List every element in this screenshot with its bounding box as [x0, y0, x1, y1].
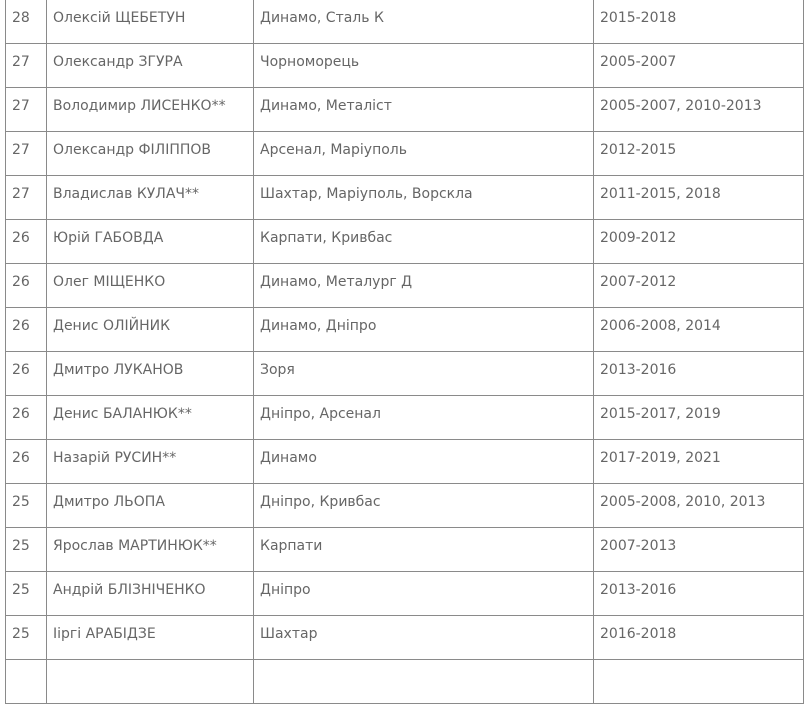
goals-cell: 28 [5, 0, 47, 44]
player-name-cell: Юрій ГАБОВДА [46, 219, 254, 264]
seasons-cell [593, 659, 804, 704]
clubs-cell: Динамо, Металіст [253, 87, 594, 132]
goals-cell: 26 [5, 307, 47, 352]
clubs-cell: Карпати, Кривбас [253, 219, 594, 264]
goals-cell: 27 [5, 131, 47, 176]
player-name-cell [46, 659, 254, 704]
table-row: 25 Ііргі АРАБІДЗЕ Шахтар 2016-2018 [5, 615, 804, 660]
seasons-cell: 2005-2007, 2010-2013 [593, 87, 804, 132]
table-row: 27 Володимир ЛИСЕНКО** Динамо, Металіст 200… [5, 87, 804, 132]
seasons-cell: 2016-2018 [593, 615, 804, 660]
clubs-cell: Зоря [253, 351, 594, 396]
seasons-cell: 2015-2017, 2019 [593, 395, 804, 440]
table-row: 28 Олексій ЩЕБЕТУН Динамо, Сталь К 2015-201… [5, 0, 804, 44]
goals-cell: 25 [5, 571, 47, 616]
table-row: 27 Олександр ФІЛІППОВ Арсенал, Маріуполь 20… [5, 131, 804, 176]
seasons-cell: 2007-2012 [593, 263, 804, 308]
player-name-cell: Денис ОЛІЙНИК [46, 307, 254, 352]
player-name-cell: Володимир ЛИСЕНКО** [46, 87, 254, 132]
goals-cell: 27 [5, 87, 47, 132]
player-name-cell: Олексій ЩЕБЕТУН [46, 0, 254, 44]
clubs-cell: Динамо, Металург Д [253, 263, 594, 308]
table-row: 26 Дмитро ЛУКАНОВ Зоря 2013-2016 [5, 351, 804, 396]
player-name-cell: Владислав КУЛАЧ** [46, 175, 254, 220]
table-row: 25 Андрій БЛІЗНІЧЕНКО Дніпро 2013-2016 [5, 571, 804, 616]
goals-cell: 25 [5, 615, 47, 660]
table-row: 25 Дмитро ЛЬОПА Дніпро, Кривбас 2005-2008, … [5, 483, 804, 528]
clubs-cell: Арсенал, Маріуполь [253, 131, 594, 176]
clubs-cell: Дніпро [253, 571, 594, 616]
player-name-cell: Андрій БЛІЗНІЧЕНКО [46, 571, 254, 616]
seasons-cell: 2007-2013 [593, 527, 804, 572]
table-row: 26 Денис ОЛІЙНИК Динамо, Дніпро 2006-2008, … [5, 307, 804, 352]
seasons-cell: 2006-2008, 2014 [593, 307, 804, 352]
table-row: 27 Владислав КУЛАЧ** Шахтар, Маріуполь, Во… [5, 175, 804, 220]
player-name-cell: Дмитро ЛУКАНОВ [46, 351, 254, 396]
seasons-cell: 2005-2008, 2010, 2013 [593, 483, 804, 528]
clubs-cell: Карпати [253, 527, 594, 572]
goals-cell: 26 [5, 263, 47, 308]
seasons-cell: 2012-2015 [593, 131, 804, 176]
player-name-cell: Олександр ФІЛІППОВ [46, 131, 254, 176]
table-row: 26 Назарій РУСИН** Динамо 2017-2019, 2021 [5, 439, 804, 484]
clubs-cell: Чорноморець [253, 43, 594, 88]
seasons-cell: 2015-2018 [593, 0, 804, 44]
clubs-cell: Динамо, Дніпро [253, 307, 594, 352]
clubs-cell: Дніпро, Кривбас [253, 483, 594, 528]
goals-cell: 27 [5, 175, 47, 220]
seasons-cell: 2009-2012 [593, 219, 804, 264]
player-name-cell: Дмитро ЛЬОПА [46, 483, 254, 528]
player-name-cell: Ярослав МАРТИНЮК** [46, 527, 254, 572]
goals-cell: 25 [5, 527, 47, 572]
seasons-cell: 2011-2015, 2018 [593, 175, 804, 220]
clubs-cell: Динамо, Сталь К [253, 0, 594, 44]
player-name-cell: Назарій РУСИН** [46, 439, 254, 484]
goals-cell: 26 [5, 395, 47, 440]
clubs-cell: Динамо [253, 439, 594, 484]
clubs-cell [253, 659, 594, 704]
table-row: 26 Денис БАЛАНЮК** Дніпро, Арсенал 2015-201… [5, 395, 804, 440]
goals-cell: 26 [5, 219, 47, 264]
clubs-cell: Дніпро, Арсенал [253, 395, 594, 440]
table-row: 25 Ярослав МАРТИНЮК** Карпати 2007-2013 [5, 527, 804, 572]
goals-cell: 26 [5, 439, 47, 484]
player-name-cell: Олександр ЗГУРА [46, 43, 254, 88]
player-name-cell: Олег МІЩЕНКО [46, 263, 254, 308]
table-row [5, 659, 804, 704]
clubs-cell: Шахтар, Маріуполь, Ворскла [253, 175, 594, 220]
seasons-cell: 2013-2016 [593, 351, 804, 396]
clubs-cell: Шахтар [253, 615, 594, 660]
table-row: 26 Юрій ГАБОВДА Карпати, Кривбас 2009-2012 [5, 219, 804, 264]
table-row: 26 Олег МІЩЕНКО Динамо, Металург Д 2007-201… [5, 263, 804, 308]
seasons-cell: 2005-2007 [593, 43, 804, 88]
goals-cell: 27 [5, 43, 47, 88]
players-table: 28 Олексій ЩЕБЕТУН Динамо, Сталь К 2015-201… [5, 0, 804, 704]
goals-cell: 26 [5, 351, 47, 396]
goals-cell: 25 [5, 483, 47, 528]
goals-cell [5, 659, 47, 704]
player-name-cell: Денис БАЛАНЮК** [46, 395, 254, 440]
seasons-cell: 2013-2016 [593, 571, 804, 616]
table-row: 27 Олександр ЗГУРА Чорноморець 2005-2007 [5, 43, 804, 88]
seasons-cell: 2017-2019, 2021 [593, 439, 804, 484]
player-name-cell: Ііргі АРАБІДЗЕ [46, 615, 254, 660]
